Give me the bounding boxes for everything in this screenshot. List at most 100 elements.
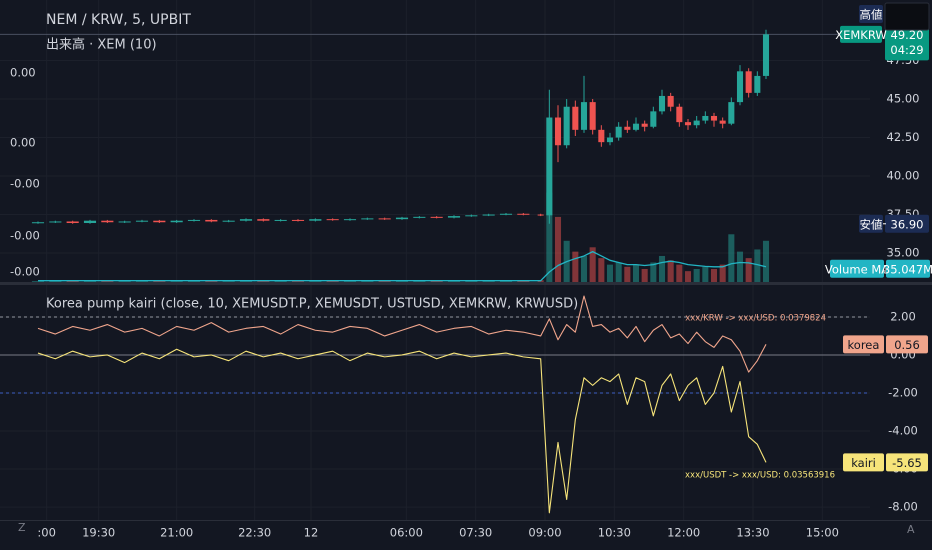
candle-body: [667, 95, 674, 107]
pane-divider: [0, 282, 932, 285]
series-name-label: kairi: [851, 456, 876, 470]
series-value-label-box: [886, 335, 928, 354]
volume-bar: [615, 262, 622, 282]
candle-body: [728, 102, 735, 124]
x-tick-label: 12:00: [667, 526, 700, 540]
y-tick-label: 42.50: [887, 130, 920, 144]
candle-body: [430, 216, 443, 218]
annotation: xxx/KRW -> xxx/USD: 0.0379824: [685, 314, 826, 324]
y-tick-label: -2.00: [888, 385, 918, 399]
candle-body: [153, 220, 166, 223]
y-tick-label: 40.00: [887, 169, 920, 183]
volume-bar: [343, 281, 357, 282]
y-tick-label: 35.00: [887, 246, 920, 260]
volume-bar: [572, 251, 579, 282]
label-layer: :00 19:30 21:00 22:30 12 06:00 07:30 09:00 10:30…: [10, 2, 932, 540]
x-tick-label: :00: [37, 526, 56, 540]
series-name-label: korea: [848, 338, 880, 352]
volume-axis-label: 0.00: [10, 66, 36, 80]
volume-bar: [170, 281, 183, 282]
candle-body: [187, 219, 201, 221]
grid-layer: [0, 33, 870, 394]
candle-body: [135, 220, 149, 222]
volume-bar: [222, 281, 235, 282]
mark-layer: [31, 29, 770, 514]
candle-body: [482, 214, 495, 216]
candle-body: [641, 123, 648, 127]
time-axis-border: [0, 520, 932, 521]
volume-bar: [554, 216, 562, 282]
volume-bar: [745, 258, 752, 282]
indicator-title: Korea pump kairi (close, 10, XEMUSDT.P, …: [46, 297, 578, 312]
x-tick-label: 15:00: [806, 526, 839, 540]
candle-body: [31, 222, 45, 224]
volume-bar: [598, 258, 605, 282]
series-name-label-box: [843, 453, 884, 472]
high-value-box: [884, 2, 930, 31]
volume-bar: [710, 268, 718, 282]
volume-bar: [257, 281, 270, 282]
series-value-label: -5.65: [892, 456, 922, 470]
x-tick-label: 19:30: [82, 526, 115, 540]
candle-body: [447, 216, 461, 218]
volume-bar: [736, 251, 744, 282]
x-tick-label: 12: [304, 526, 319, 540]
candle-body: [676, 106, 683, 123]
volume-axis-label: -0.00: [10, 177, 40, 191]
candle-body: [754, 75, 761, 93]
annotation: xxx/USDT -> xxx/USD: 0.03563916: [685, 471, 835, 481]
price-box: [885, 26, 929, 61]
candle-body: [413, 216, 426, 218]
candle-body: [736, 71, 744, 103]
volume-bar: [676, 264, 683, 282]
candle-body: [710, 115, 718, 121]
x-tick-label: 10:30: [598, 526, 631, 540]
volume-bar: [667, 260, 674, 282]
volume-bar: [606, 264, 614, 282]
y-tick-label: -8.00: [888, 500, 918, 514]
x-tick-label: 07:30: [459, 526, 492, 540]
candle-body: [205, 219, 218, 222]
volume-ma-value: 35.047M: [883, 262, 932, 276]
chart-title: NEM / KRW, 5, UPBIT: [46, 12, 191, 28]
candle-body: [572, 106, 579, 130]
last-price-value: 49.20: [891, 28, 924, 42]
candle-body: [624, 126, 631, 130]
auto-scale-button[interactable]: A: [907, 523, 915, 536]
volume-bar: [650, 262, 657, 282]
countdown: 04:29: [890, 43, 923, 57]
candle-body: [309, 219, 322, 221]
candle-body: [326, 219, 339, 221]
volume-bar: [66, 281, 79, 282]
volume-ma-name-box: [830, 259, 884, 278]
volume-bar: [641, 268, 648, 282]
candle-body: [598, 129, 605, 143]
volume-ma-line: [38, 250, 767, 282]
zoom-button[interactable]: Z: [18, 521, 26, 534]
y-tick-label: 2.00: [890, 309, 916, 323]
candle-body: [580, 102, 588, 130]
candle-body: [83, 220, 97, 224]
candle-body: [546, 117, 553, 216]
low-value: 36.90: [891, 217, 924, 231]
low-value-box: [885, 214, 929, 233]
candle-body: [702, 115, 709, 121]
candle-body: [632, 123, 640, 130]
candle-body: [291, 219, 305, 221]
indicator-line: [37, 348, 767, 514]
candle-body: [118, 221, 131, 223]
low-label-box: [859, 214, 883, 233]
candle-body: [762, 34, 770, 76]
candle-body: [693, 120, 700, 126]
series-name-label-box: [843, 335, 884, 354]
volume-bar: [101, 281, 114, 282]
low-label: 安値: [860, 217, 883, 231]
candle-body: [684, 122, 692, 126]
candle-body: [537, 214, 544, 216]
volume-bar: [580, 255, 588, 282]
volume-bar: [762, 240, 770, 282]
candle-body: [49, 221, 62, 223]
